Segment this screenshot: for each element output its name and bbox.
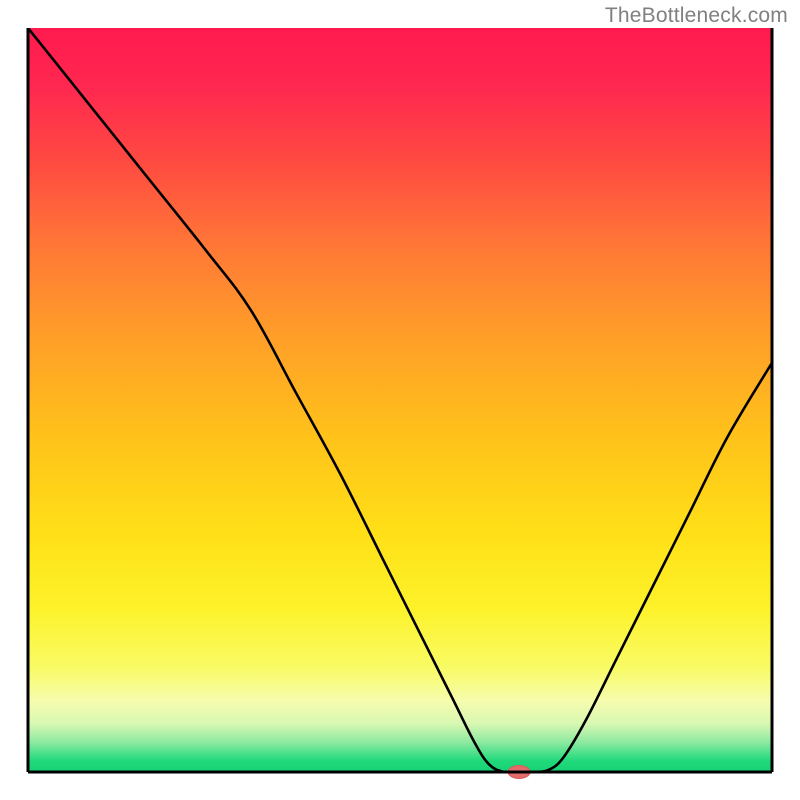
gradient-background (28, 28, 772, 772)
watermark-text: TheBottleneck.com (605, 4, 788, 28)
bottleneck-chart (0, 0, 800, 800)
chart-root: TheBottleneck.com (0, 0, 800, 800)
